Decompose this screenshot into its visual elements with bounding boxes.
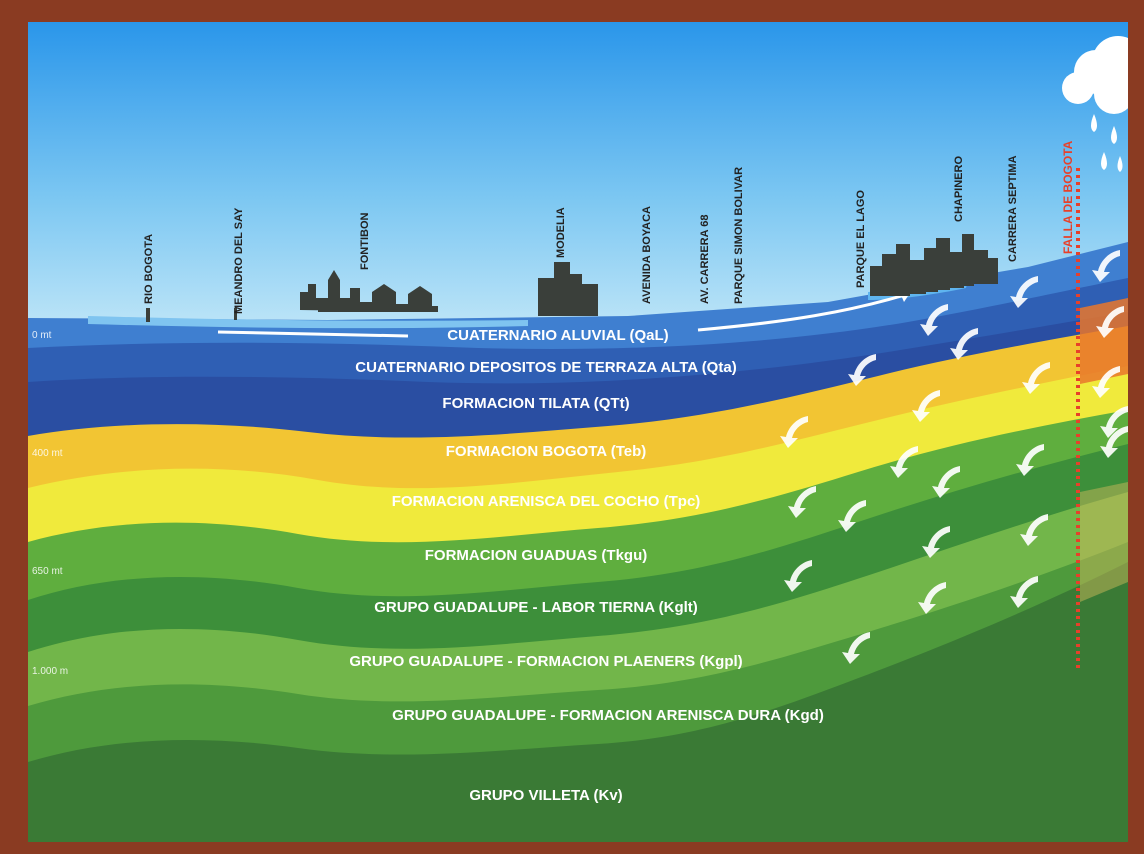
fault-zone bbox=[1080, 298, 1128, 384]
depth-label-400: 400 mt bbox=[32, 448, 63, 459]
place-label-6: PARQUE SIMON BOLIVAR bbox=[733, 167, 745, 304]
flow-arrow-icon bbox=[1010, 576, 1038, 608]
flow-arrow-icon bbox=[1010, 276, 1038, 308]
layer-label-kgd: GRUPO GUADALUPE - FORMACION ARENISCA DUR… bbox=[392, 707, 824, 724]
flow-arrow-icon bbox=[1092, 250, 1120, 282]
place-label-4: AVENIDA BOYACA bbox=[641, 206, 653, 304]
flow-arrow-icon bbox=[842, 632, 870, 664]
flow-arrow-icon bbox=[1100, 406, 1128, 438]
layer-label-kgpl: GRUPO GUADALUPE - FORMACION PLAENERS (Kg… bbox=[349, 653, 742, 670]
flow-arrow-icon bbox=[784, 560, 812, 592]
fault-label: FALLA DE BOGOTA bbox=[1061, 140, 1075, 254]
layer-label-qal: CUATERNARIO ALUVIAL (QaL) bbox=[447, 327, 668, 344]
rio-bogota-marker bbox=[146, 308, 150, 322]
place-label-1: MEANDRO DEL SAY bbox=[233, 207, 245, 314]
layer-label-kv: GRUPO VILLETA (Kv) bbox=[469, 787, 622, 804]
layer-label-teb: FORMACION BOGOTA (Teb) bbox=[446, 443, 647, 460]
fontibon-buildings-icon bbox=[300, 270, 438, 312]
flow-arrow-icon bbox=[890, 446, 918, 478]
place-label-8: CHAPINERO bbox=[953, 156, 965, 222]
groundwater-flow-arrows bbox=[780, 250, 1128, 664]
layer-label-tkgu: FORMACION GUADUAS (Tkgu) bbox=[425, 547, 647, 564]
flow-arrow-icon bbox=[912, 390, 940, 422]
place-label-3: MODELIA bbox=[555, 207, 567, 258]
layer-label-tpc: FORMACION ARENISCA DEL COCHO (Tpc) bbox=[392, 493, 701, 510]
depth-label-650: 650 mt bbox=[32, 566, 63, 577]
flow-arrow-icon bbox=[918, 582, 946, 614]
flow-arrow-icon bbox=[1016, 444, 1044, 476]
cross-section-svg: RIO BOGOTA MEANDRO DEL SAY FONTIBON MODELIA… bbox=[28, 22, 1144, 842]
place-label-7: PARQUE EL LAGO bbox=[855, 190, 867, 288]
flow-arrow-icon bbox=[838, 500, 866, 532]
place-label-0: RIO BOGOTA bbox=[143, 234, 155, 304]
geologic-cross-section: RIO BOGOTA MEANDRO DEL SAY FONTIBON MODELIA… bbox=[28, 22, 1144, 842]
flow-arrow-icon bbox=[1092, 366, 1120, 398]
layer-label-qtt: FORMACION TILATA (QTt) bbox=[442, 395, 629, 412]
flow-arrow-icon bbox=[848, 354, 876, 386]
layer-label-qta: CUATERNARIO DEPOSITOS DE TERRAZA ALTA (Q… bbox=[355, 359, 736, 376]
place-labels: RIO BOGOTA MEANDRO DEL SAY FONTIBON MODELIA… bbox=[143, 155, 1019, 314]
surface-water bbox=[88, 316, 528, 329]
meandro-marker bbox=[234, 308, 237, 320]
flow-arrow-icon bbox=[1100, 426, 1128, 458]
flow-arrow-icon bbox=[1022, 362, 1050, 394]
flow-arrow-icon bbox=[932, 466, 960, 498]
place-label-9: CARRERA SEPTIMA bbox=[1007, 155, 1019, 262]
flow-arrow-icon bbox=[788, 486, 816, 518]
place-label-2: FONTIBON bbox=[359, 213, 371, 270]
depth-label-0: 0 mt bbox=[32, 330, 52, 341]
flow-arrow-icon bbox=[780, 416, 808, 448]
flow-arrow-icon bbox=[1020, 514, 1048, 546]
layer-label-kglt: GRUPO GUADALUPE - LABOR TIERNA (Kglt) bbox=[374, 599, 698, 616]
layer-kv-band bbox=[28, 562, 1128, 842]
surface-flow-arrow bbox=[217, 292, 909, 338]
depth-label-1000: 1.000 m bbox=[32, 666, 68, 677]
chapinero-buildings-icon bbox=[870, 234, 998, 296]
flow-arrow-icon bbox=[1096, 306, 1124, 338]
place-label-5: AV. CARRERA 68 bbox=[699, 215, 711, 304]
fault-zone-lower bbox=[1080, 482, 1128, 602]
flow-arrow-icon bbox=[950, 328, 978, 360]
flow-arrow-icon bbox=[922, 526, 950, 558]
modelia-buildings-icon bbox=[538, 262, 598, 316]
flow-arrow-icon bbox=[920, 304, 948, 336]
